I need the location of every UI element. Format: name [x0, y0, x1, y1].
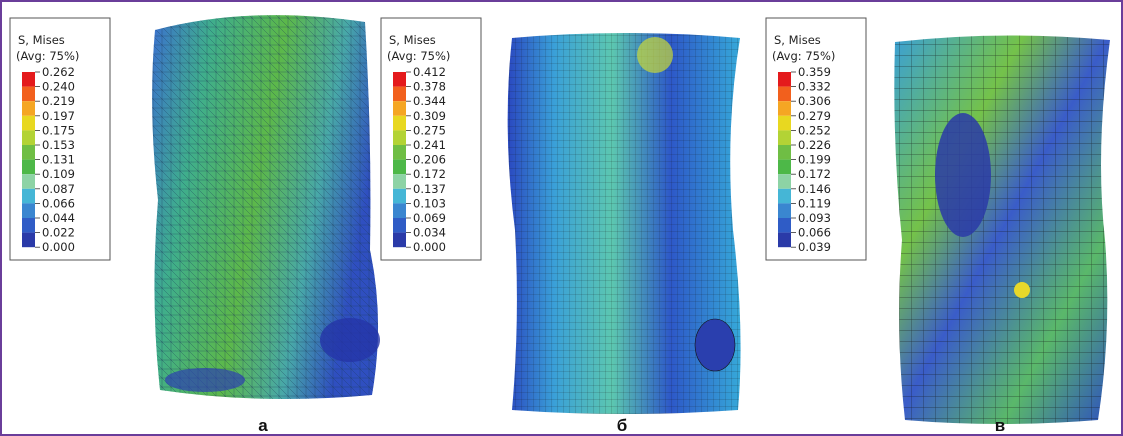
color-band [393, 233, 406, 248]
color-band [393, 203, 406, 218]
model-b [508, 33, 741, 414]
color-band [22, 130, 35, 145]
legend-value: 0.306 [798, 94, 831, 108]
legend: S, Mises(Avg: 75%)0.2620.2400.2190.1970.… [10, 18, 110, 260]
legend-value: 0.252 [798, 123, 831, 137]
legend-value: 0.000 [42, 240, 75, 254]
legend-value: 0.344 [413, 94, 446, 108]
color-band [393, 174, 406, 189]
legend-value: 0.069 [413, 211, 446, 225]
legend-value: 0.378 [413, 80, 446, 94]
panel-label: б [617, 416, 628, 435]
color-band [393, 160, 406, 175]
legend-value: 0.226 [798, 138, 831, 152]
color-band [22, 160, 35, 175]
legend-title: S, Mises [774, 33, 821, 47]
color-band [22, 116, 35, 131]
legend-value: 0.044 [42, 211, 75, 225]
panel-label: а [258, 416, 268, 435]
panel-label: в [995, 416, 1005, 435]
legend-value: 0.153 [42, 138, 75, 152]
color-band [778, 101, 791, 116]
legend-value: 0.275 [413, 123, 446, 137]
color-band [778, 72, 791, 87]
color-band [22, 203, 35, 218]
legend-value: 0.093 [798, 211, 831, 225]
legend: S, Mises(Avg: 75%)0.4120.3780.3440.3090.… [381, 18, 481, 260]
legend-subtitle: (Avg: 75%) [387, 49, 450, 63]
legend-value: 0.119 [798, 196, 831, 210]
legend-value: 0.412 [413, 65, 446, 79]
legend-value: 0.131 [42, 153, 75, 167]
legend-value: 0.241 [413, 138, 446, 152]
color-band [778, 203, 791, 218]
color-band [22, 87, 35, 102]
legend-value: 0.332 [798, 80, 831, 94]
model-c [894, 35, 1110, 424]
legend-value: 0.240 [42, 80, 75, 94]
color-band [778, 160, 791, 175]
figure: S, Mises(Avg: 75%)0.2620.2400.2190.1970.… [0, 0, 1123, 436]
legend-subtitle: (Avg: 75%) [16, 49, 79, 63]
model-a [152, 15, 380, 399]
legend-value: 0.309 [413, 109, 446, 123]
color-band [393, 218, 406, 233]
color-band [393, 145, 406, 160]
legend-title: S, Mises [18, 33, 65, 47]
legend-value: 0.172 [413, 167, 446, 181]
color-band [778, 174, 791, 189]
legend-value: 0.206 [413, 153, 446, 167]
color-band [393, 189, 406, 204]
legend-value: 0.359 [798, 65, 831, 79]
color-band [22, 101, 35, 116]
legend-value: 0.000 [413, 240, 446, 254]
color-band [778, 189, 791, 204]
color-band [778, 233, 791, 248]
color-band [22, 174, 35, 189]
color-band [22, 233, 35, 248]
legend-value: 0.219 [42, 94, 75, 108]
legend-value: 0.034 [413, 226, 446, 240]
color-band [22, 189, 35, 204]
color-band [778, 130, 791, 145]
color-band [22, 218, 35, 233]
legend-value: 0.172 [798, 167, 831, 181]
legend-value: 0.066 [798, 226, 831, 240]
color-band [393, 101, 406, 116]
legend-value: 0.197 [42, 109, 75, 123]
legend-value: 0.039 [798, 240, 831, 254]
legend-value: 0.022 [42, 226, 75, 240]
legend-title: S, Mises [389, 33, 436, 47]
legend-value: 0.109 [42, 167, 75, 181]
color-band [393, 87, 406, 102]
color-band [393, 72, 406, 87]
color-band [778, 116, 791, 131]
legend-subtitle: (Avg: 75%) [772, 49, 835, 63]
color-band [393, 116, 406, 131]
legend-value: 0.066 [42, 196, 75, 210]
legend-value: 0.103 [413, 196, 446, 210]
legend-value: 0.279 [798, 109, 831, 123]
legend-value: 0.175 [42, 123, 75, 137]
color-band [22, 145, 35, 160]
legend-value: 0.146 [798, 182, 831, 196]
color-band [778, 145, 791, 160]
legend-value: 0.137 [413, 182, 446, 196]
color-band [393, 130, 406, 145]
legend-value: 0.262 [42, 65, 75, 79]
legend: S, Mises(Avg: 75%)0.3590.3320.3060.2790.… [766, 18, 866, 260]
color-band [778, 218, 791, 233]
legend-value: 0.199 [798, 153, 831, 167]
color-band [22, 72, 35, 87]
color-band [778, 87, 791, 102]
legend-value: 0.087 [42, 182, 75, 196]
